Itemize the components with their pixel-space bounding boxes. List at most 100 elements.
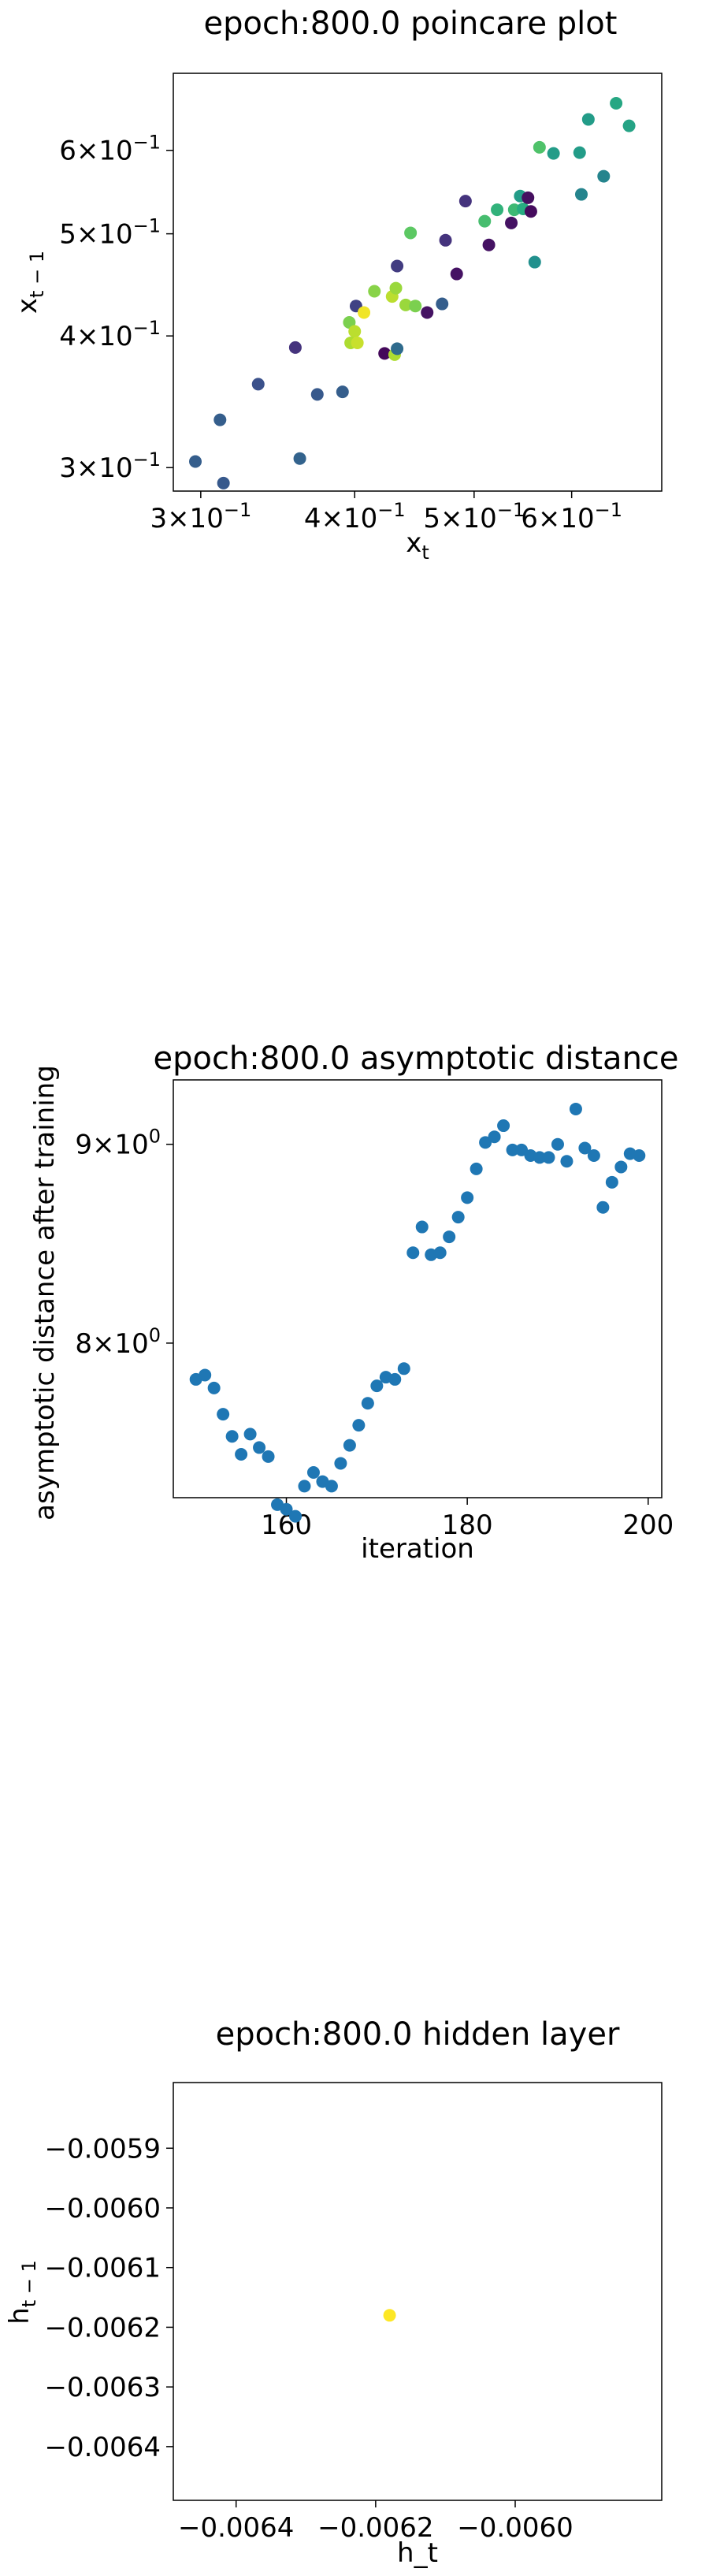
data-point bbox=[622, 119, 636, 132]
data-point bbox=[461, 1191, 474, 1204]
data-point bbox=[409, 300, 422, 313]
data-point bbox=[351, 336, 364, 349]
data-point bbox=[533, 1151, 546, 1164]
tick-label-mantissa: 5×10 bbox=[59, 219, 132, 251]
data-point bbox=[551, 1137, 564, 1151]
data-points bbox=[189, 97, 636, 490]
tick-label-mantissa: 3×10 bbox=[59, 452, 132, 484]
tick-label-mantissa: 6×10 bbox=[521, 503, 594, 534]
data-point bbox=[404, 226, 418, 240]
data-point bbox=[217, 476, 230, 490]
x-tick-label: 180 bbox=[442, 1509, 493, 1541]
data-point bbox=[436, 297, 449, 311]
data-point bbox=[199, 1368, 212, 1382]
data-point bbox=[522, 191, 535, 204]
chart-title: epoch:800.0 poincare plot bbox=[204, 6, 618, 42]
data-point bbox=[378, 347, 392, 360]
data-point bbox=[497, 1119, 510, 1133]
tick-label-exponent: 0 bbox=[149, 1324, 161, 1346]
data-point bbox=[213, 413, 227, 426]
data-point bbox=[280, 1502, 293, 1516]
data-point bbox=[361, 1397, 374, 1410]
tick-label-exponent: −1 bbox=[224, 499, 251, 521]
data-point bbox=[574, 188, 588, 201]
data-points bbox=[189, 1102, 646, 1523]
tick-label-exponent: −1 bbox=[377, 499, 405, 521]
data-point bbox=[217, 1408, 230, 1421]
x-axis-ticks: 3×10−1 4×10−1 5×10−16×10−1 bbox=[150, 491, 622, 534]
data-point bbox=[505, 216, 518, 229]
data-point bbox=[610, 97, 623, 110]
data-point bbox=[415, 1220, 429, 1234]
data-point bbox=[421, 306, 434, 319]
y-tick-label: −0.0064 bbox=[45, 2432, 161, 2463]
data-point bbox=[388, 1372, 402, 1386]
data-point bbox=[293, 452, 306, 465]
data-point bbox=[560, 1155, 574, 1168]
data-point bbox=[479, 1136, 492, 1149]
y-axis-ticks: −0.0059 −0.0060 −0.0061 −0.0062 −0.0063 −0.00… bbox=[45, 2133, 173, 2463]
x-axis-label-subscript: t bbox=[421, 542, 429, 564]
tick-label: 6×10−1 bbox=[59, 132, 161, 167]
data-point bbox=[251, 378, 265, 391]
data-point bbox=[288, 341, 302, 354]
tick-label-mantissa: 4×10 bbox=[304, 503, 377, 534]
data-point bbox=[450, 267, 463, 281]
y-axis-label-subscript: t − 1 bbox=[18, 2260, 40, 2307]
data-point bbox=[506, 1143, 519, 1156]
y-axis-ticks: 3×10 −1 4×10−1 5×10−1 6×10−1 bbox=[59, 132, 173, 484]
data-point bbox=[542, 1151, 555, 1164]
plot-area bbox=[173, 2082, 663, 2501]
data-point bbox=[391, 259, 404, 273]
x-tick-label: −0.0060 bbox=[457, 2512, 573, 2544]
data-point bbox=[352, 1419, 366, 1432]
data-point bbox=[383, 2309, 396, 2322]
tick-label: 6×10−1 bbox=[521, 499, 622, 534]
y-tick-label: −0.0060 bbox=[45, 2193, 161, 2224]
y-tick-label: −0.0061 bbox=[45, 2253, 161, 2284]
data-point bbox=[596, 1201, 610, 1214]
data-point bbox=[343, 1439, 356, 1452]
tick-label-exponent: −1 bbox=[133, 132, 161, 154]
y-axis-label: ht − 1 bbox=[4, 2260, 40, 2325]
y-axis-label: xt − 1 bbox=[12, 251, 48, 314]
y-tick-label: −0.0063 bbox=[45, 2372, 161, 2403]
data-point bbox=[491, 203, 504, 217]
tick-label-mantissa: 5×10 bbox=[423, 503, 496, 534]
data-point bbox=[310, 388, 324, 401]
tick-label-exponent: 0 bbox=[149, 1126, 161, 1148]
data-point bbox=[524, 205, 537, 218]
tick-label: 4×10−1 bbox=[304, 499, 406, 534]
x-tick-label: −0.0062 bbox=[317, 2512, 433, 2544]
data-point bbox=[569, 1102, 582, 1115]
tick-label: 8×100 bbox=[75, 1324, 161, 1360]
y-axis-label-subscript: t − 1 bbox=[26, 251, 48, 298]
data-point bbox=[391, 342, 404, 356]
data-point bbox=[439, 233, 452, 247]
data-point bbox=[581, 113, 595, 126]
chart-title: epoch:800.0 asymptotic distance bbox=[153, 1040, 678, 1077]
tick-label-exponent: −1 bbox=[497, 499, 525, 521]
data-point bbox=[189, 455, 202, 468]
data-point bbox=[578, 1141, 592, 1155]
x-axis-label: iteration bbox=[361, 1533, 474, 1565]
tick-label-mantissa: 3×10 bbox=[150, 503, 223, 534]
data-point bbox=[368, 285, 381, 298]
data-point bbox=[207, 1381, 221, 1394]
data-point bbox=[478, 214, 492, 228]
data-point bbox=[399, 298, 412, 311]
data-points bbox=[383, 2309, 396, 2322]
tick-label: 5×10−1 bbox=[59, 215, 161, 251]
data-point bbox=[243, 1428, 257, 1441]
x-axis-label: h_t bbox=[397, 2537, 438, 2569]
tick-label: 5×10−1 bbox=[423, 499, 525, 534]
tick-label: 3×10−1 bbox=[150, 499, 251, 534]
data-point bbox=[406, 1246, 420, 1260]
tick-label: 4×10−1 bbox=[59, 317, 161, 352]
data-point bbox=[614, 1160, 628, 1174]
tick-label-exponent: −1 bbox=[595, 499, 622, 521]
data-point bbox=[633, 1149, 646, 1163]
data-point bbox=[515, 1143, 529, 1156]
